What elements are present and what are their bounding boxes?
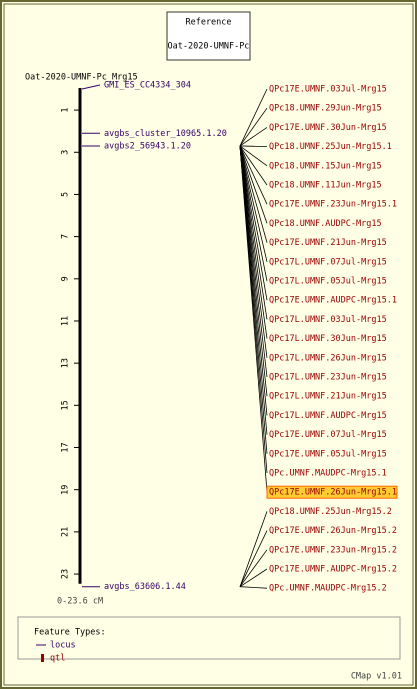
axis-tick-label: 11 (61, 316, 71, 326)
footer: CMap v1.01 (351, 672, 402, 682)
qtl-label: QPc17L.UMNF.26Jun-Mrg15 (269, 353, 387, 363)
qtl-label: QPc17L.UMNF.03Jul-Mrg15 (269, 315, 387, 325)
legend-qtl: qtl (50, 654, 65, 664)
legend-title: Feature Types: (34, 628, 106, 638)
qtl-connector (239, 530, 268, 587)
qtl-label: QPc17E.UMNF.30Jun-Mrg15 (269, 123, 387, 133)
qtl-label: QPc17E.UMNF.23Jun-Mrg15.1 (269, 200, 397, 210)
qtl-label: QPc17E.UMNF.26Jun-Mrg15.1 (269, 488, 397, 498)
map-name: Oat-2020-UMNF-Pc_Mrg15 (25, 73, 138, 83)
axis-tick-label: 23 (61, 569, 71, 579)
locus-label: avgbs_cluster_10965.1.20 (104, 129, 227, 139)
qtl-label: QPc18.UMNF.25Jun-Mrg15.2 (269, 507, 392, 517)
qtl-label: QPc17E.UMNF.05Jul-Mrg15 (269, 449, 387, 459)
qtl-label: QPc18.UMNF.AUDPC-Mrg15 (269, 219, 382, 229)
locus-label: avgbs2_56943.1.20 (104, 141, 191, 151)
locus-label: avgbs_63606.1.44 (104, 582, 186, 592)
qtl-label: QPc17E.UMNF.AUDPC-Mrg15.2 (269, 565, 397, 575)
qtl-label: QPc18.UMNF.11Jun-Mrg15 (269, 181, 382, 191)
axis-tick-label: 15 (61, 400, 71, 410)
qtl-label: QPc17L.UMNF.30Jun-Mrg15 (269, 334, 387, 344)
qtl-connector (239, 145, 268, 205)
locus-label: GMI_ES_CC4334_304 (104, 81, 191, 91)
reference-map-set: Oat-2020-UMNF-Pc (168, 42, 250, 52)
qtl-label: QPc17E.UMNF.07Jul-Mrg15 (269, 430, 387, 440)
qtl-connector (239, 107, 268, 147)
qtl-connector (239, 88, 268, 147)
legend-locus: locus (50, 641, 76, 651)
axis-tick-label: 5 (61, 192, 71, 197)
axis-tick-label: 3 (61, 150, 71, 155)
axis-tick-label: 9 (61, 276, 71, 281)
qtl-label: QPc17E.UMNF.AUDPC-Mrg15.1 (269, 296, 397, 306)
qtl-label: QPc18.UMNF.25Jun-Mrg15.1 (269, 142, 392, 152)
qtl-label: QPc17L.UMNF.05Jul-Mrg15 (269, 277, 387, 287)
frame-inner (3, 3, 414, 686)
qtl-label: QPc18.UMNF.15Jun-Mrg15 (269, 161, 382, 171)
qtl-highlight (266, 485, 398, 499)
qtl-connector (239, 127, 268, 147)
legend-qtl-swatch (41, 654, 44, 662)
qtl-label: QPc17E.UMNF.21Jun-Mrg15 (269, 238, 387, 248)
qtl-label: QPc17E.UMNF.23Jun-Mrg15.2 (269, 545, 397, 555)
axis-tick-label: 1 (61, 108, 71, 113)
axis-tick-label: 19 (61, 485, 71, 495)
qtl-connector (239, 145, 268, 147)
qtl-label: QPc17L.UMNF.AUDPC-Mrg15 (269, 411, 387, 421)
qtl-connector (239, 145, 268, 320)
axis-tick-label: 13 (61, 358, 71, 368)
qtl-connector (239, 145, 268, 243)
reference-box (166, 11, 251, 61)
qtl-label: QPc18.UMNF.29Jun-Mrg15 (269, 104, 382, 114)
axis-tick-label: 7 (61, 234, 71, 239)
qtl-connector (239, 145, 268, 339)
legend-box (17, 616, 401, 660)
qtl-connector (239, 549, 268, 587)
qtl-label: QPc17E.UMNF.26Jun-Mrg15.2 (269, 526, 397, 536)
qtl-connector (239, 145, 268, 167)
qtl-connector (239, 145, 268, 186)
qtl-connector (239, 145, 268, 282)
qtl-connector (239, 145, 268, 493)
qtl-connector (239, 586, 268, 589)
qtl-label: QPc17L.UMNF.21Jun-Mrg15 (269, 392, 387, 402)
qtl-label: QPc17L.UMNF.23Jun-Mrg15 (269, 373, 387, 383)
axis-tick-label: 21 (61, 527, 71, 537)
qtl-connector (239, 511, 268, 587)
reference-title: Reference (185, 18, 231, 28)
axis-tick-label: 17 (61, 442, 71, 452)
qtl-connector (239, 145, 268, 262)
qtl-label: QPc.UMNF.MAUDPC-Mrg15.2 (269, 584, 387, 594)
locus-mark (81, 84, 101, 90)
qtl-connector (239, 145, 268, 224)
qtl-connector (239, 145, 268, 301)
qtl-label: QPc17E.UMNF.03Jul-Mrg15 (269, 85, 387, 95)
map-range: 0-23.6 cM (57, 597, 103, 607)
qtl-connector (239, 568, 268, 588)
qtl-label: QPc17L.UMNF.07Jul-Mrg15 (269, 257, 387, 267)
qtl-label: QPc.UMNF.MAUDPC-Mrg15.1 (269, 469, 387, 479)
